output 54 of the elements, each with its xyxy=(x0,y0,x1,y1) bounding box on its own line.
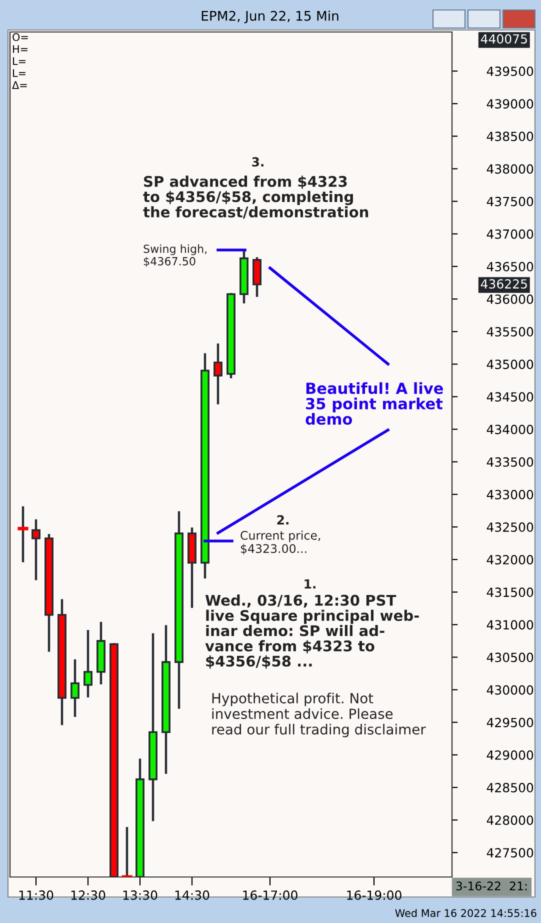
annotation: SP advanced from $4323 to $4356/$58, completing the forecast/demonstration xyxy=(143,176,368,219)
y-tick-label: 432500 xyxy=(486,522,534,532)
annotation: Beautiful! A live 35 point market demo xyxy=(306,382,443,425)
text: 440075 xyxy=(480,34,527,44)
x-tick-label: 14:30 xyxy=(175,890,210,900)
y-tick-label: 431500 xyxy=(486,588,534,598)
y-tick-label: 436000 xyxy=(486,294,534,304)
chart-title: EPM2, Jun 22, 15 Min xyxy=(202,10,338,24)
candlestick xyxy=(214,343,222,404)
annotation: 3. xyxy=(252,157,264,167)
candlestick xyxy=(70,659,80,717)
candlestick xyxy=(84,630,92,698)
y-tick-label: 438500 xyxy=(486,132,534,142)
y-tick-label: 430500 xyxy=(486,652,534,662)
y-tick-label: 429000 xyxy=(486,750,534,760)
annotation: Swing high, $4367.50 xyxy=(144,244,207,267)
candlestick xyxy=(32,519,40,580)
text: Wed Mar 16 2022 14:55:16 xyxy=(395,908,536,918)
x-tick-label: 12:30 xyxy=(71,890,106,900)
y-tick-label: 437500 xyxy=(486,196,534,206)
y-tick-label: 435000 xyxy=(486,360,534,370)
annotation: L= xyxy=(13,57,26,65)
y-tick-label: 428500 xyxy=(486,782,534,792)
annotation: H= xyxy=(13,45,28,53)
y-tick-label: 430000 xyxy=(486,685,534,695)
annotation: Wed., 03/16, 12:30 PST live Square principal web- inar demo: SP will ad- vance from $4323 to $4356/$58 ... xyxy=(205,594,419,669)
y-tick-label: 432000 xyxy=(486,554,534,564)
text: 436225 xyxy=(480,279,527,289)
y-tick-label: 434500 xyxy=(486,392,534,402)
y-tick-label: 433000 xyxy=(486,490,534,500)
x-tick-label: 11:30 xyxy=(19,890,54,900)
text: 3-16-22 21: xyxy=(456,881,527,890)
y-tick-label: 435500 xyxy=(486,327,534,337)
y-tick-label: 439500 xyxy=(486,66,534,76)
y-tick-label: 431000 xyxy=(486,620,534,630)
y-tick-label: 438000 xyxy=(486,164,534,174)
y-tick-label: 434000 xyxy=(486,424,534,434)
annotation: Current price, $4323.00... xyxy=(240,530,320,555)
y-tick-label: 437000 xyxy=(486,229,534,239)
x-tick-label: 16-17:00 xyxy=(243,890,298,900)
annotation: L= xyxy=(13,69,26,77)
annotation: 2. xyxy=(277,515,288,524)
y-tick-label: 433500 xyxy=(486,457,534,467)
annotation: O= xyxy=(12,33,28,42)
annotation: 1. xyxy=(304,579,316,588)
annotation: Δ= xyxy=(12,81,27,89)
y-tick-label: 436500 xyxy=(486,262,534,272)
y-tick-label: 427500 xyxy=(486,848,534,858)
annotation: Hypothetical profit. Not investment advice. Please read our full trading disclaimer xyxy=(212,692,426,738)
x-tick-label: 13:30 xyxy=(123,890,158,900)
y-tick-label: 439000 xyxy=(486,99,534,109)
y-tick-label: 428000 xyxy=(486,815,534,825)
x-tick-label: 16-19:00 xyxy=(347,890,402,900)
y-tick-label: 429500 xyxy=(486,718,534,728)
